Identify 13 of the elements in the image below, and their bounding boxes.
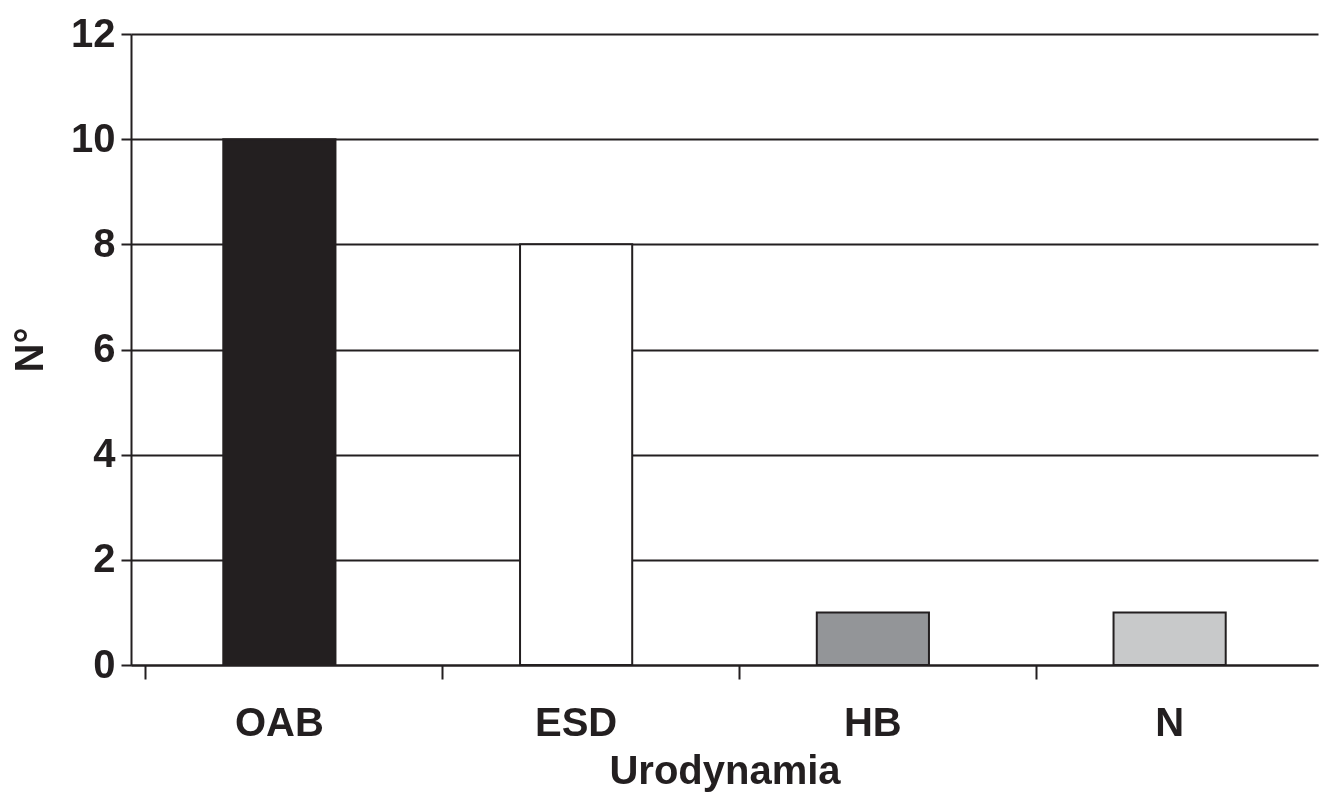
x-tick-label: N bbox=[1155, 699, 1185, 744]
y-tick-label: 10 bbox=[71, 115, 116, 160]
y-tick-label: 8 bbox=[93, 220, 116, 265]
y-axis-title: N° bbox=[7, 327, 52, 373]
x-tick-label: ESD bbox=[535, 699, 618, 744]
y-tick-label: 2 bbox=[93, 536, 116, 581]
y-tick-label: 0 bbox=[93, 641, 116, 686]
y-tick-label: 6 bbox=[93, 326, 116, 370]
x-axis-title: Urodynamia bbox=[609, 747, 842, 792]
x-tick-label: OAB bbox=[234, 699, 324, 744]
y-tick-label: 4 bbox=[93, 431, 117, 476]
y-tick-label: 12 bbox=[71, 10, 116, 55]
x-tick-label: HB bbox=[843, 699, 902, 744]
